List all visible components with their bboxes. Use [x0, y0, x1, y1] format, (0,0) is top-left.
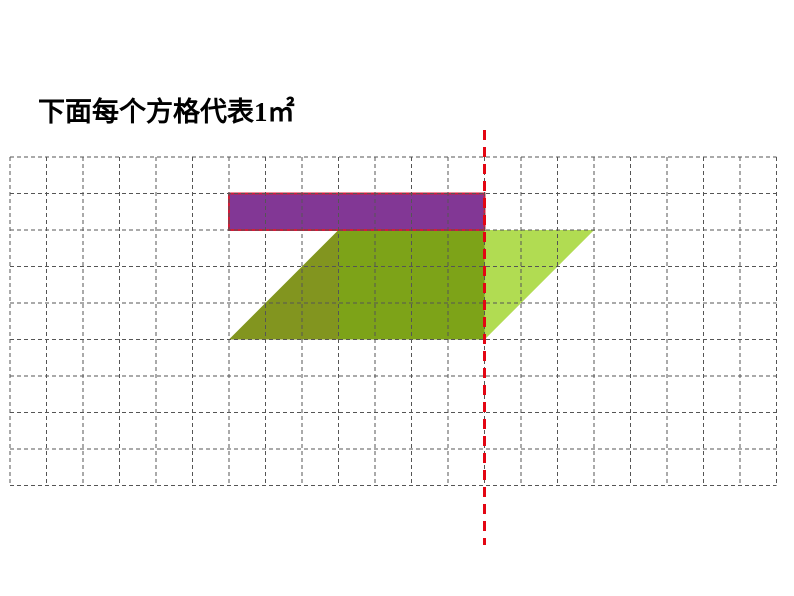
purple-rect — [229, 194, 485, 231]
diagram-canvas — [0, 0, 794, 596]
olive-triangle — [229, 230, 339, 340]
light-green-triangle — [485, 230, 595, 340]
